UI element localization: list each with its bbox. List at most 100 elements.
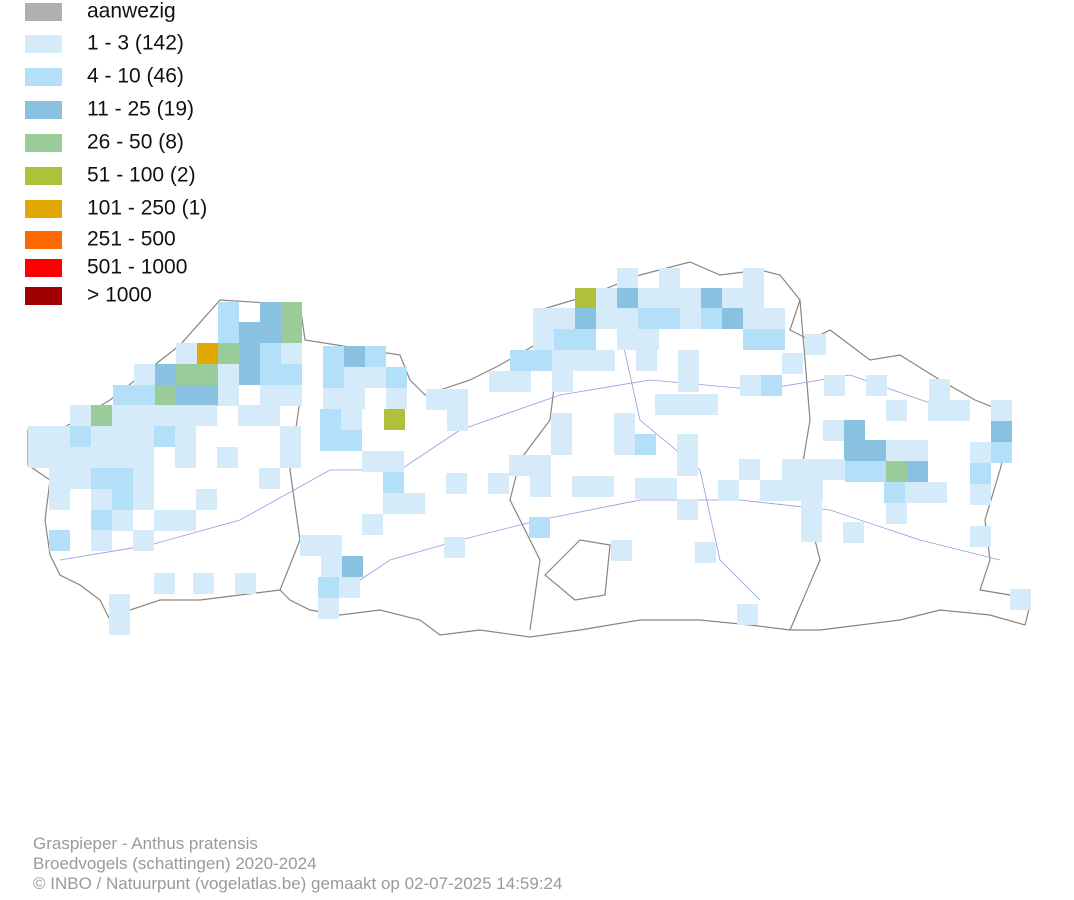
grid-cell bbox=[383, 493, 404, 514]
grid-cell bbox=[740, 375, 761, 396]
grid-cell bbox=[552, 371, 573, 392]
grid-cell bbox=[722, 288, 743, 309]
legend-label: aanwezig bbox=[87, 0, 176, 23]
grid-cell bbox=[551, 434, 572, 455]
grid-cell bbox=[197, 385, 218, 406]
grid-cell bbox=[1010, 589, 1031, 610]
legend-swatch bbox=[25, 35, 62, 53]
grid-cell bbox=[49, 447, 70, 468]
grid-cell bbox=[112, 468, 133, 489]
grid-cell bbox=[281, 385, 302, 406]
grid-cell bbox=[133, 447, 154, 468]
grid-cell bbox=[701, 288, 722, 309]
grid-cell bbox=[49, 530, 70, 551]
grid-cell bbox=[323, 346, 344, 367]
legend-swatch bbox=[25, 231, 62, 249]
grid-cell bbox=[614, 413, 635, 434]
grid-cell bbox=[575, 288, 596, 309]
grid-cell bbox=[362, 514, 383, 535]
grid-cell bbox=[260, 302, 281, 323]
grid-cell bbox=[339, 577, 360, 598]
grid-cell bbox=[844, 420, 865, 441]
grid-cell bbox=[739, 459, 760, 480]
grid-cell bbox=[596, 288, 617, 309]
grid-cell bbox=[509, 455, 530, 476]
legend-label: > 1000 bbox=[87, 284, 152, 307]
legend-swatch bbox=[25, 134, 62, 152]
grid-cell bbox=[281, 322, 302, 343]
grid-cell bbox=[803, 459, 824, 480]
grid-cell bbox=[554, 329, 575, 350]
grid-cell bbox=[193, 573, 214, 594]
grid-cell bbox=[554, 308, 575, 329]
grid-cell bbox=[218, 343, 239, 364]
grid-cell bbox=[134, 364, 155, 385]
grid-cell bbox=[905, 482, 926, 503]
grid-cell bbox=[70, 405, 91, 426]
grid-cell bbox=[197, 364, 218, 385]
grid-cell bbox=[805, 334, 826, 355]
grid-cell bbox=[764, 308, 785, 329]
legend-label: 51 - 100 (2) bbox=[87, 164, 196, 187]
grid-cell bbox=[112, 447, 133, 468]
grid-cell bbox=[575, 329, 596, 350]
grid-cell bbox=[552, 350, 573, 371]
grid-cell bbox=[362, 451, 383, 472]
grid-cell bbox=[70, 447, 91, 468]
grid-cell bbox=[175, 405, 196, 426]
grid-cell bbox=[320, 409, 341, 430]
grid-cell bbox=[344, 367, 365, 388]
grid-cell bbox=[133, 489, 154, 510]
legend-swatch bbox=[25, 259, 62, 277]
grid-cell bbox=[176, 385, 197, 406]
grid-cell bbox=[929, 379, 950, 400]
grid-cell bbox=[383, 472, 404, 493]
grid-cell bbox=[573, 350, 594, 371]
grid-cell bbox=[695, 542, 716, 563]
grid-cell bbox=[281, 364, 302, 385]
grid-cell bbox=[638, 308, 659, 329]
grid-cell bbox=[175, 510, 196, 531]
grid-cell bbox=[991, 442, 1012, 463]
grid-cell bbox=[155, 364, 176, 385]
grid-cell bbox=[949, 400, 970, 421]
legend-label: 11 - 25 (19) bbox=[87, 98, 194, 121]
grid-cell bbox=[761, 375, 782, 396]
grid-cell bbox=[112, 510, 133, 531]
grid-cell bbox=[701, 308, 722, 329]
grid-cell bbox=[49, 489, 70, 510]
grid-cell bbox=[365, 367, 386, 388]
grid-cell bbox=[49, 468, 70, 489]
grid-cell bbox=[843, 522, 864, 543]
grid-cell bbox=[154, 573, 175, 594]
grid-cell bbox=[112, 489, 133, 510]
grid-cell bbox=[638, 288, 659, 309]
grid-cells bbox=[28, 268, 1031, 635]
grid-cell bbox=[722, 308, 743, 329]
grid-cell bbox=[531, 350, 552, 371]
grid-cell bbox=[49, 426, 70, 447]
grid-cell bbox=[386, 388, 407, 409]
grid-cell bbox=[802, 480, 823, 501]
grid-cell bbox=[824, 459, 845, 480]
grid-cell bbox=[91, 530, 112, 551]
grid-cell bbox=[91, 510, 112, 531]
grid-cell bbox=[510, 350, 531, 371]
grid-cell bbox=[133, 468, 154, 489]
grid-cell bbox=[260, 385, 281, 406]
grid-cell bbox=[384, 409, 405, 430]
grid-cell bbox=[112, 405, 133, 426]
grid-cell bbox=[238, 405, 259, 426]
grid-cell bbox=[280, 426, 301, 447]
footer-title: Graspieper - Anthus pratensis bbox=[33, 834, 258, 853]
grid-cell bbox=[91, 405, 112, 426]
footer-subtitle: Broedvogels (schattingen) 2020-2024 bbox=[33, 854, 317, 873]
grid-cell bbox=[614, 434, 635, 455]
grid-cell bbox=[636, 350, 657, 371]
grid-cell bbox=[133, 530, 154, 551]
legend-label: 251 - 500 bbox=[87, 228, 176, 251]
grid-cell bbox=[404, 493, 425, 514]
grid-cell bbox=[197, 343, 218, 364]
